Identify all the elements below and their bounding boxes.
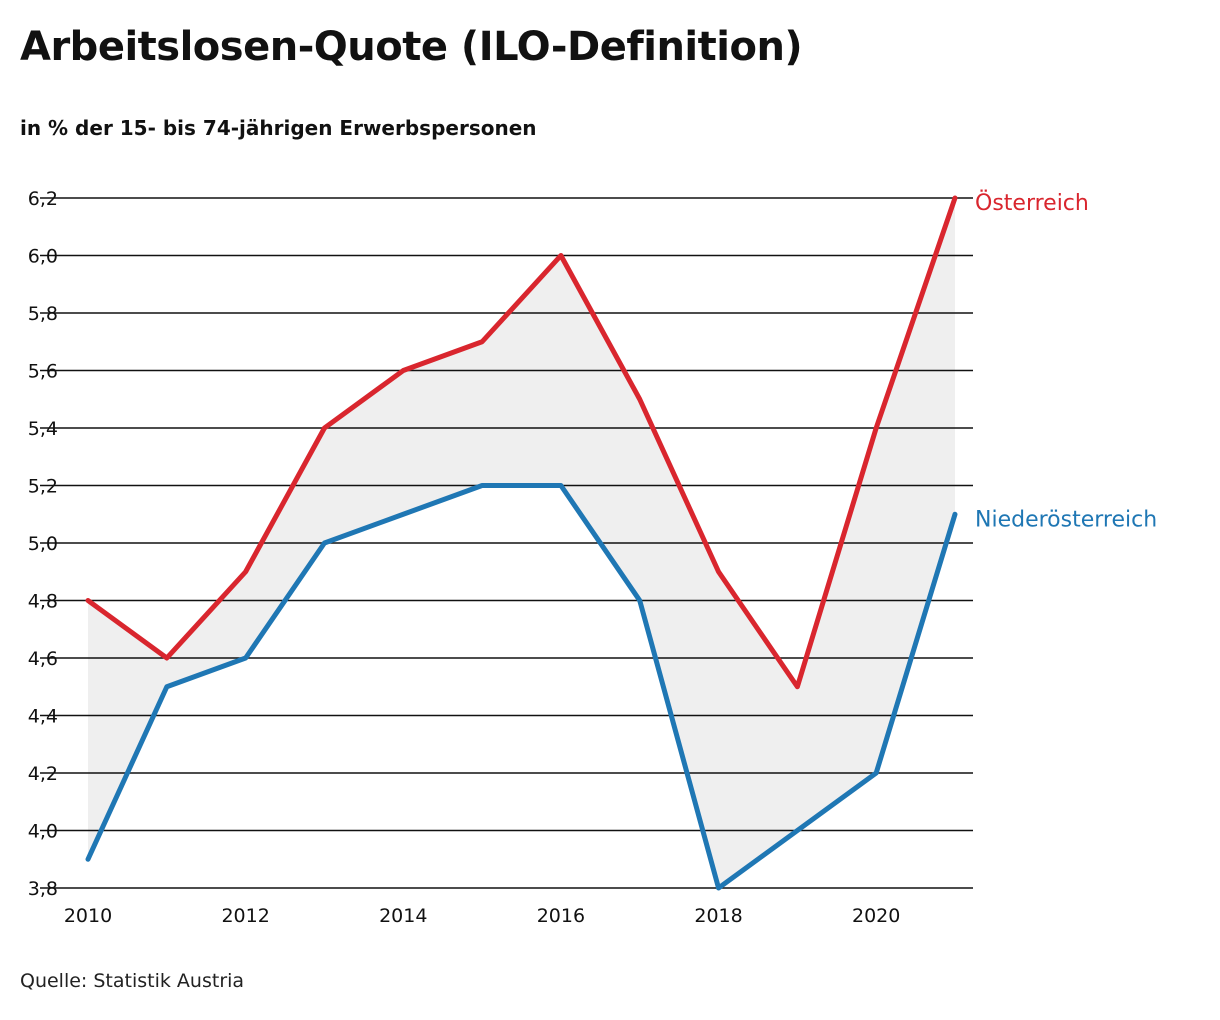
x-tick-label: 2014 <box>379 905 427 927</box>
y-tick-label: 4,8 <box>28 591 58 613</box>
x-tick-label: 2020 <box>852 905 900 927</box>
series-label-niederoesterreich: Niederösterreich <box>975 507 1157 532</box>
y-tick-label: 4,4 <box>28 706 58 728</box>
y-tick-label: 5,8 <box>28 303 58 325</box>
chart-title: Arbeitslosen-Quote (ILO-Definition) <box>20 24 803 70</box>
y-tick-label: 5,0 <box>28 533 58 555</box>
y-tick-label: 3,8 <box>28 878 58 900</box>
series-labels: Österreich Niederösterreich <box>975 190 1157 532</box>
x-tick-label: 2018 <box>694 905 742 927</box>
chart-subtitle: in % der 15- bis 74-jährigen Erwerbspers… <box>20 116 537 140</box>
y-tick-label: 6,2 <box>28 188 58 210</box>
line-chart: 3,84,04,24,44,64,85,05,25,45,65,86,06,2 … <box>28 188 1157 927</box>
series-line-niederoesterreich <box>85 483 958 891</box>
y-tick-label: 4,0 <box>28 821 58 843</box>
series-line-oesterreich <box>85 195 958 690</box>
y-tick-label: 5,4 <box>28 418 58 440</box>
x-tick-label: 2012 <box>221 905 269 927</box>
source-note: Quelle: Statistik Austria <box>20 970 245 992</box>
y-tick-label: 5,6 <box>28 361 58 383</box>
y-tick-label: 4,2 <box>28 763 58 785</box>
x-axis-tick-labels: 2010 2012 2014 2016 2018 2020 <box>64 905 901 927</box>
series-lines <box>85 195 958 891</box>
y-tick-label: 5,2 <box>28 476 58 498</box>
y-tick-label: 4,6 <box>28 648 58 670</box>
x-tick-label: 2010 <box>64 905 112 927</box>
series-label-oesterreich: Österreich <box>975 190 1089 216</box>
x-tick-label: 2016 <box>537 905 585 927</box>
y-axis-tick-labels: 3,8 4,0 4,2 4,4 4,6 4,8 5,0 5,2 5,4 5,6 5,8 6,0 6,2 <box>28 188 58 900</box>
y-tick-label: 6,0 <box>28 246 58 268</box>
